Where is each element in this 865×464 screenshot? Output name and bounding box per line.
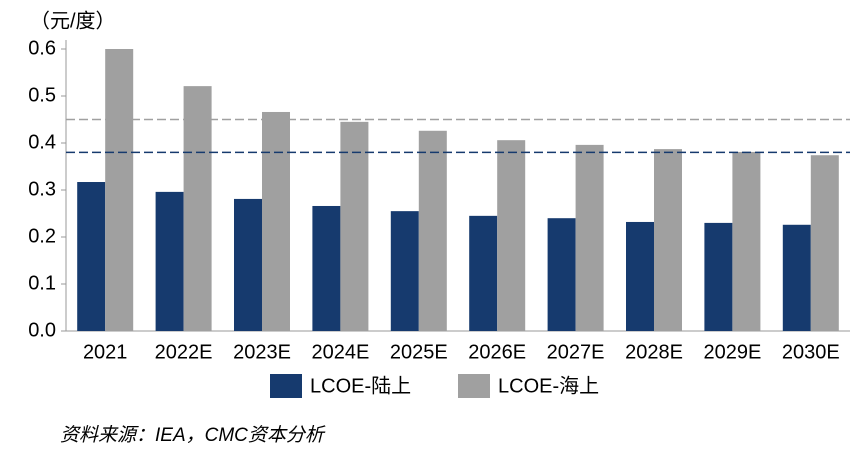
bar — [732, 151, 761, 331]
bar — [810, 155, 839, 331]
bar — [234, 198, 262, 331]
x-tick-label: 2030E — [782, 341, 840, 363]
legend-label: LCOE-陆上 — [310, 374, 411, 397]
y-tick-label: 0.3 — [28, 178, 56, 200]
legend-swatch — [458, 374, 490, 398]
bar — [340, 121, 369, 331]
bar — [626, 221, 654, 331]
bar — [418, 130, 447, 331]
x-tick-label: 2026E — [468, 341, 526, 363]
y-tick-label: 0.4 — [28, 131, 56, 153]
legend-label: LCOE-海上 — [498, 374, 599, 397]
source-note: 资料来源：IEA，CMC资本分析 — [60, 425, 326, 446]
legend-swatch — [270, 374, 302, 398]
bar — [782, 224, 811, 331]
y-tick-label: 0.2 — [28, 225, 56, 247]
x-tick-label: 2024E — [311, 341, 369, 363]
x-tick-label: 2029E — [703, 341, 761, 363]
bar — [183, 86, 212, 331]
bar — [497, 140, 526, 331]
y-tick-label: 0.5 — [28, 84, 56, 106]
bar — [390, 211, 419, 331]
bar — [575, 144, 604, 331]
y-tick-label: 0.6 — [28, 37, 56, 59]
x-tick-label: 2023E — [233, 341, 291, 363]
bar — [312, 205, 341, 331]
x-tick-label: 2025E — [390, 341, 448, 363]
y-tick-label: 0.0 — [28, 319, 56, 341]
bar — [547, 218, 576, 331]
bar — [155, 191, 184, 331]
x-tick-label: 2021 — [83, 341, 128, 363]
x-tick-label: 2027E — [547, 341, 605, 363]
bar — [654, 149, 682, 331]
bar — [262, 111, 290, 331]
bar — [704, 222, 733, 331]
x-tick-label: 2028E — [625, 341, 683, 363]
bar — [77, 182, 106, 331]
y-axis-label: （元/度） — [30, 9, 116, 32]
bar — [105, 49, 134, 331]
y-tick-label: 0.1 — [28, 272, 56, 294]
x-tick-label: 2022E — [155, 341, 213, 363]
bar — [469, 215, 498, 331]
